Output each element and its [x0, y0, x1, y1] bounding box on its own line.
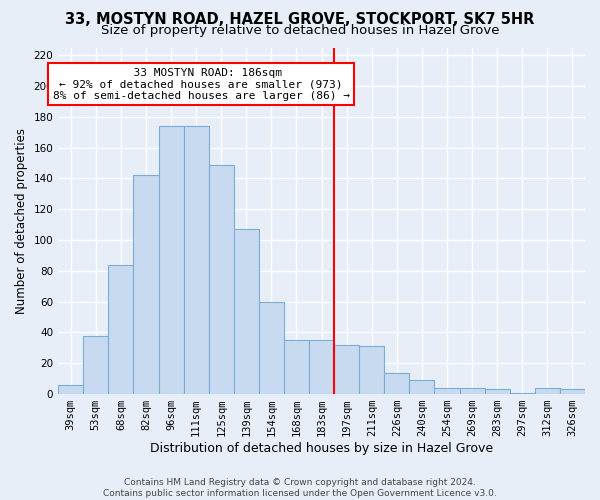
Y-axis label: Number of detached properties: Number of detached properties	[15, 128, 28, 314]
Bar	[259, 302, 284, 394]
Bar	[309, 340, 334, 394]
Bar	[434, 388, 460, 394]
Bar	[209, 164, 234, 394]
Text: 33, MOSTYN ROAD, HAZEL GROVE, STOCKPORT, SK7 5HR: 33, MOSTYN ROAD, HAZEL GROVE, STOCKPORT,…	[65, 12, 535, 28]
Bar	[385, 372, 409, 394]
Bar	[460, 388, 485, 394]
Text: 33 MOSTYN ROAD: 186sqm
← 92% of detached houses are smaller (973)
8% of semi-det: 33 MOSTYN ROAD: 186sqm ← 92% of detached…	[53, 68, 350, 100]
Bar	[334, 345, 359, 394]
Bar	[535, 388, 560, 394]
Bar	[83, 336, 109, 394]
Bar	[359, 346, 385, 394]
Bar	[58, 385, 83, 394]
Bar	[510, 392, 535, 394]
Bar	[284, 340, 309, 394]
Bar	[234, 230, 259, 394]
Bar	[485, 390, 510, 394]
Bar	[158, 126, 184, 394]
X-axis label: Distribution of detached houses by size in Hazel Grove: Distribution of detached houses by size …	[150, 442, 493, 455]
Text: Size of property relative to detached houses in Hazel Grove: Size of property relative to detached ho…	[101, 24, 499, 37]
Bar	[109, 264, 133, 394]
Bar	[133, 176, 158, 394]
Text: Contains HM Land Registry data © Crown copyright and database right 2024.
Contai: Contains HM Land Registry data © Crown c…	[103, 478, 497, 498]
Bar	[184, 126, 209, 394]
Bar	[409, 380, 434, 394]
Bar	[560, 390, 585, 394]
